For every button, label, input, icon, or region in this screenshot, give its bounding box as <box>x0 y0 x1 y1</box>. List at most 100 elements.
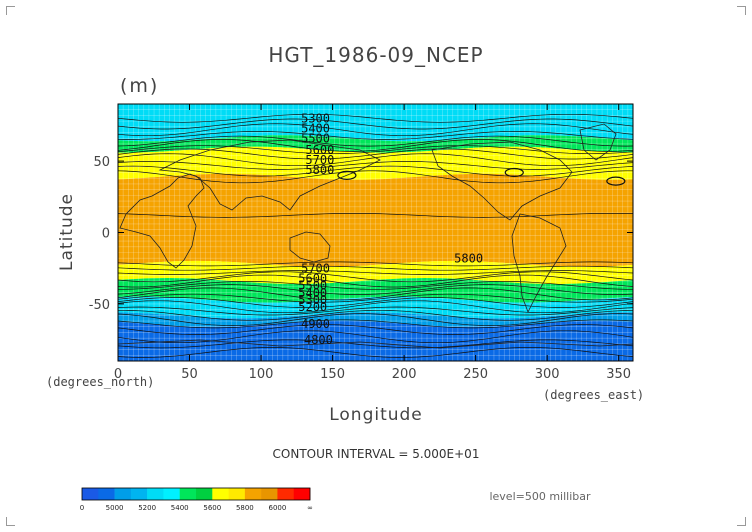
contour-label: 5200 <box>298 300 327 314</box>
colorbar-label: 5600 <box>203 504 221 512</box>
contour-line <box>118 284 633 295</box>
coastline-eurasia <box>158 139 381 211</box>
contour-line <box>118 270 633 275</box>
x-axis-label: Longitude <box>329 405 423 425</box>
x-tick-label: 350 <box>606 367 631 382</box>
contour-line <box>118 265 633 271</box>
contour-line <box>118 309 633 321</box>
colorbar: 0 5000 5200 5400 5600 5800 6000 ∞ <box>80 487 313 512</box>
colorbar-label: 5800 <box>236 504 254 512</box>
grid-overlay <box>118 104 633 361</box>
contour-lines <box>118 113 633 358</box>
contour-line <box>118 113 633 123</box>
contour-line <box>118 297 633 308</box>
coastline-north-america <box>431 141 573 221</box>
crop-mark-top-right <box>737 6 746 15</box>
level-label: level=500 millibar <box>489 490 591 503</box>
contour-label: 5500 <box>301 132 330 146</box>
x-tick-label: 50 <box>181 367 198 382</box>
colorbar-label: 5200 <box>138 504 156 512</box>
y-axis-ticks: 50 0 -50 <box>89 155 633 313</box>
coastline-outlines <box>118 123 633 349</box>
contour-line <box>118 324 633 335</box>
colorbar-label: 5400 <box>171 504 189 512</box>
contour-line <box>118 313 633 326</box>
coastline-antarctica <box>118 339 633 349</box>
colorbar-swatch <box>114 488 132 500</box>
color-band <box>118 135 633 153</box>
contour-label: 5400 <box>301 122 330 136</box>
contour-cell <box>504 167 524 178</box>
contour-line <box>118 135 633 147</box>
colorbar-swatch <box>163 488 181 500</box>
colorbar-swatch <box>130 488 148 500</box>
color-band <box>118 278 633 303</box>
contour-line <box>118 170 633 184</box>
contour-labels: 5300540055005600570058005800570056005500… <box>298 112 483 347</box>
contour-label: 5400 <box>298 286 327 300</box>
contour-label: 5300 <box>301 112 330 126</box>
contour-label: 4800 <box>304 333 333 347</box>
contour-line <box>118 123 633 137</box>
chart-title: HGT_1986-09_NCEP <box>268 43 483 67</box>
color-band <box>118 320 633 361</box>
crop-mark-top-left <box>6 6 15 15</box>
contour-label: 5600 <box>305 143 334 157</box>
contour-line <box>118 347 633 358</box>
contour-line <box>118 330 633 344</box>
contour-label: 4900 <box>301 317 330 331</box>
x-tick-label: 100 <box>249 367 274 382</box>
contour-label: 5600 <box>298 271 327 285</box>
contour-line <box>118 213 633 218</box>
color-band <box>118 104 633 142</box>
contour-label: 5800 <box>305 163 334 177</box>
contour-line <box>118 271 633 283</box>
coastline-australia <box>289 231 331 263</box>
colorbar-swatch <box>212 488 229 500</box>
colorbar-swatch <box>179 488 197 500</box>
colorbar-label: ∞ <box>307 504 313 512</box>
units-label: (m) <box>120 75 159 97</box>
contour-line <box>118 293 633 303</box>
colorbar-swatch <box>261 488 278 500</box>
color-band <box>118 146 633 180</box>
coastline-greenland <box>579 123 617 161</box>
contour-line <box>118 287 633 301</box>
colorbar-swatch <box>82 488 99 500</box>
x-tick-label: 0 <box>114 367 122 382</box>
contour-line <box>118 319 633 329</box>
contour-line <box>118 300 633 314</box>
contour-line <box>118 148 633 160</box>
coastline-south-america <box>511 213 567 313</box>
y-tick-label: 50 <box>93 155 110 170</box>
contour-line <box>118 261 633 267</box>
contour-line <box>118 139 633 152</box>
x-axis-ticks: 0 50 100 150 200 250 300 350 <box>114 104 631 382</box>
x-tick-label: 300 <box>535 367 560 382</box>
colorbar-swatch <box>244 488 262 500</box>
contour-line <box>118 280 633 290</box>
crop-mark-bottom-left <box>6 517 15 526</box>
contour-interval-label: CONTOUR INTERVAL = 5.000E+01 <box>273 447 480 461</box>
contour-cell <box>606 176 626 186</box>
colorbar-swatch <box>147 488 164 500</box>
color-band <box>118 173 633 267</box>
colorbar-swatch <box>277 488 295 500</box>
y-tick-label: -50 <box>89 298 110 313</box>
y-tick-label: 0 <box>102 227 110 242</box>
contour-label: 5500 <box>298 279 327 293</box>
y-unit-label: (degrees_north) <box>46 375 154 389</box>
colorbar-swatch <box>98 488 115 500</box>
x-unit-label: (degrees_east) <box>543 388 644 402</box>
x-tick-label: 200 <box>392 367 417 382</box>
contour-line <box>118 339 633 349</box>
contour-line <box>118 118 633 130</box>
contour-label: 5700 <box>301 261 330 275</box>
contour-label: 5700 <box>305 153 334 167</box>
contour-line <box>118 306 633 316</box>
contour-line <box>118 131 633 140</box>
contour-line <box>118 145 633 155</box>
contour-line <box>118 165 633 177</box>
plot-area: 5300540055005600570058005800570056005500… <box>118 104 633 361</box>
